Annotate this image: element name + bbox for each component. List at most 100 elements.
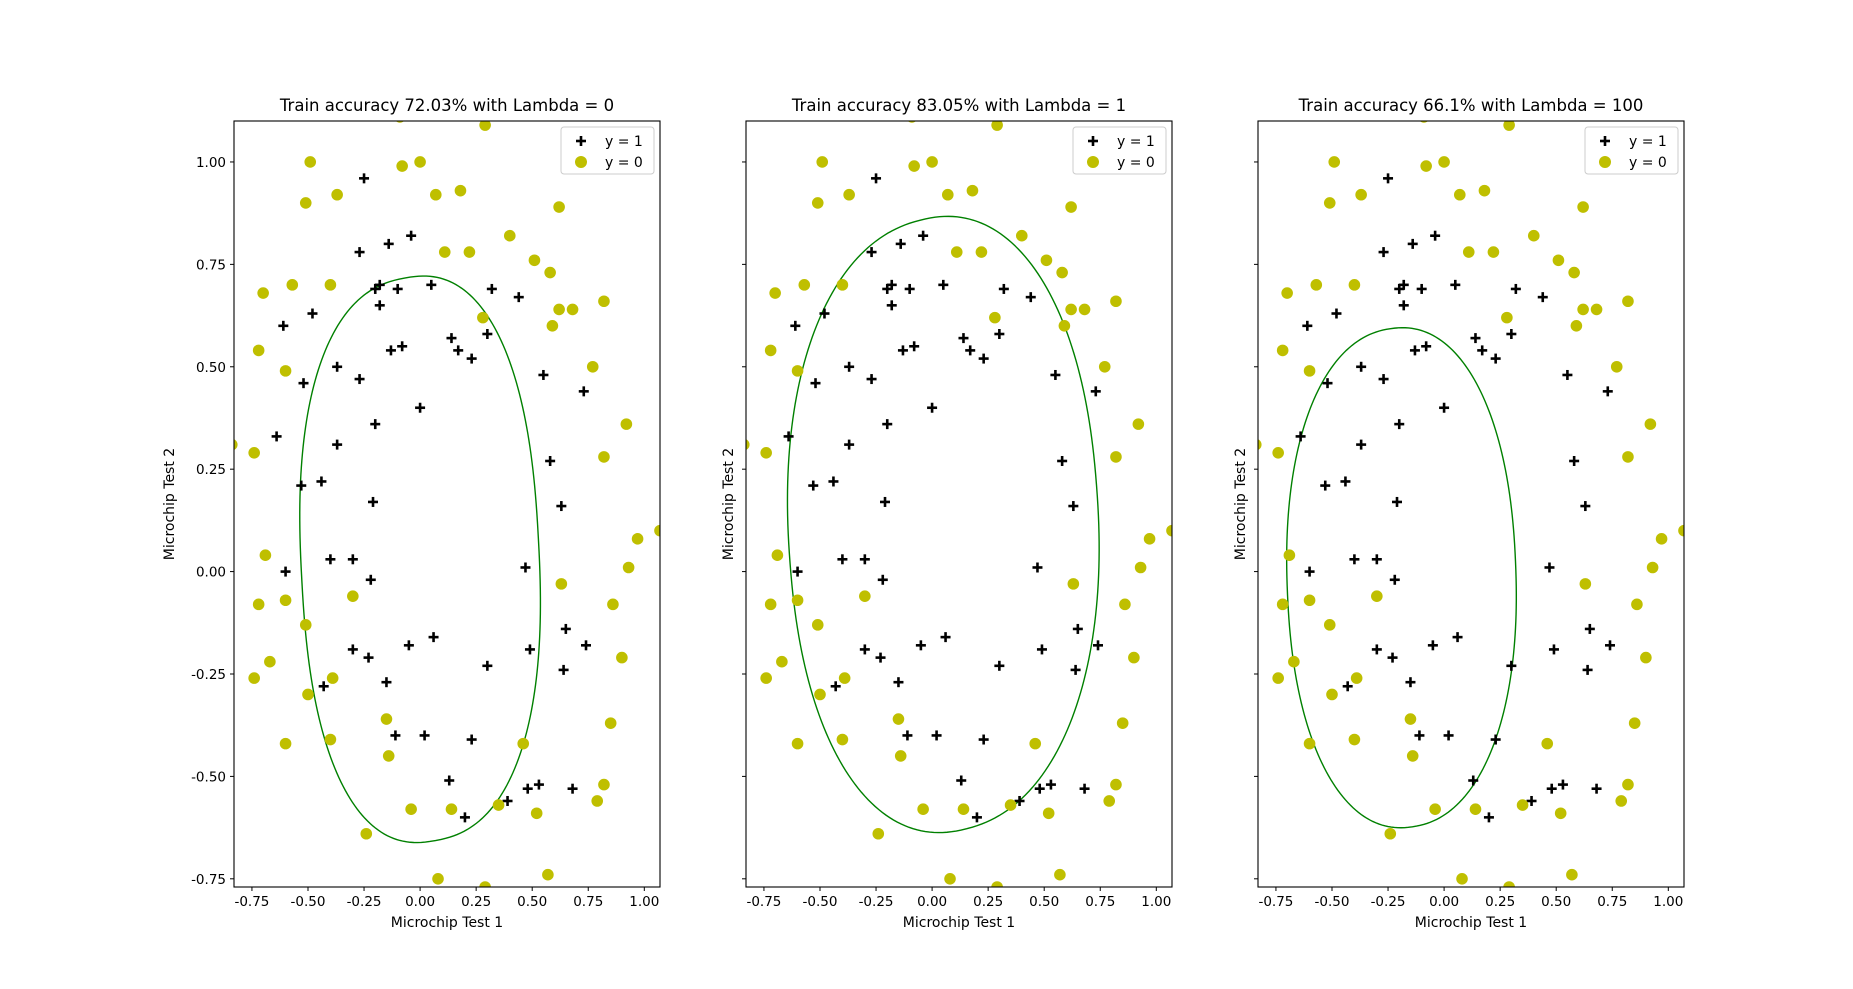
- boundary-curve: [299, 275, 542, 844]
- point-y0: [530, 807, 543, 820]
- point-y0: [1303, 594, 1316, 607]
- x-tick-label: 0.25: [1485, 894, 1515, 910]
- point-y0: [836, 279, 849, 291]
- point-y0: [546, 320, 559, 332]
- point-y1: [915, 640, 926, 651]
- point-y1: [1506, 660, 1517, 671]
- point-y1: [904, 283, 915, 294]
- point-y1: [1032, 562, 1043, 573]
- legend-marker-negative: [1599, 156, 1611, 168]
- point-y0: [304, 156, 317, 168]
- point-y1: [886, 279, 897, 290]
- point-y0: [941, 188, 954, 201]
- point-y1: [790, 320, 801, 331]
- point-y0: [438, 246, 451, 258]
- point-y0: [264, 655, 276, 668]
- x-tick-label: -0.25: [859, 894, 894, 910]
- point-y1: [938, 279, 949, 290]
- point-y1: [296, 480, 307, 491]
- point-y0: [1628, 717, 1641, 729]
- y-tick-label: 0.25: [196, 462, 226, 478]
- decision-boundary: [299, 275, 542, 844]
- point-y1: [482, 660, 493, 671]
- point-y1: [808, 480, 819, 491]
- legend: y = 1 y = 0: [1584, 126, 1679, 175]
- point-y1: [354, 374, 365, 385]
- y-tick-label: -0.50: [191, 769, 226, 785]
- point-y1: [1079, 783, 1090, 794]
- point-y1: [958, 333, 969, 344]
- point-y0: [791, 365, 804, 377]
- point-y1: [556, 501, 567, 512]
- point-y0: [326, 672, 339, 684]
- point-y0: [746, 439, 750, 450]
- legend-marker-positive: [1088, 136, 1098, 146]
- point-y1: [1378, 374, 1389, 385]
- legend-label-negative: y = 0: [605, 155, 643, 171]
- y-tick-label: -0.75: [191, 872, 226, 888]
- point-y1: [347, 644, 358, 655]
- point-y0: [553, 201, 565, 213]
- point-y1: [406, 230, 417, 241]
- point-y0: [1406, 750, 1419, 762]
- point-y0: [1323, 197, 1336, 209]
- point-y1: [1389, 574, 1400, 585]
- y-tick-label: -0.25: [191, 667, 226, 683]
- point-y0: [257, 287, 269, 299]
- point-y1: [359, 173, 370, 184]
- point-y1: [1371, 644, 1382, 655]
- point-y0: [1453, 188, 1466, 201]
- point-y0: [324, 279, 337, 291]
- point-y0: [382, 750, 395, 762]
- point-y1: [581, 640, 592, 651]
- point-y0: [479, 121, 491, 131]
- positive-points: [271, 173, 592, 823]
- point-y1: [1443, 730, 1454, 741]
- point-y0: [248, 447, 260, 459]
- point-y1: [466, 734, 477, 745]
- point-y1: [931, 730, 942, 741]
- point-y1: [1584, 623, 1595, 634]
- legend-marker-negative: [1087, 156, 1099, 168]
- point-y1: [444, 775, 455, 786]
- point-y0: [764, 598, 777, 611]
- point-y1: [1477, 345, 1488, 356]
- y-ticks: [1254, 161, 1258, 880]
- point-y1: [280, 566, 291, 577]
- point-y0: [1384, 827, 1397, 840]
- point-y0: [811, 197, 824, 209]
- point-y1: [1349, 554, 1360, 565]
- x-tick-label: 0.00: [1429, 894, 1459, 910]
- point-y1: [1421, 341, 1432, 352]
- point-y0: [1067, 578, 1080, 590]
- point-y0: [1478, 184, 1491, 197]
- point-y1: [1483, 812, 1494, 823]
- x-tick-label: 1.00: [1653, 894, 1683, 910]
- point-y1: [453, 345, 464, 356]
- point-y0: [838, 672, 851, 684]
- point-y0: [1552, 254, 1565, 267]
- point-y1: [1387, 652, 1398, 663]
- point-y0: [591, 795, 604, 807]
- point-y1: [486, 283, 497, 294]
- point-y0: [1110, 451, 1122, 463]
- point-y1: [1414, 730, 1425, 741]
- point-y1: [1569, 455, 1580, 466]
- point-y1: [1057, 455, 1068, 466]
- x-axis-label: Microchip Test 1: [903, 915, 1015, 931]
- point-y1: [1394, 419, 1405, 430]
- point-y0: [1644, 418, 1657, 430]
- point-y1: [1450, 279, 1461, 290]
- point-y0: [1631, 598, 1643, 611]
- point-y0: [607, 598, 619, 611]
- point-y1: [994, 329, 1005, 340]
- point-y1: [419, 730, 430, 741]
- point-y1: [347, 554, 358, 565]
- point-y1: [466, 353, 477, 364]
- point-y1: [792, 566, 803, 577]
- point-y0: [654, 524, 660, 537]
- point-y0: [1058, 320, 1071, 332]
- point-y0: [616, 651, 628, 664]
- point-y1: [830, 681, 841, 692]
- point-y1: [545, 455, 556, 466]
